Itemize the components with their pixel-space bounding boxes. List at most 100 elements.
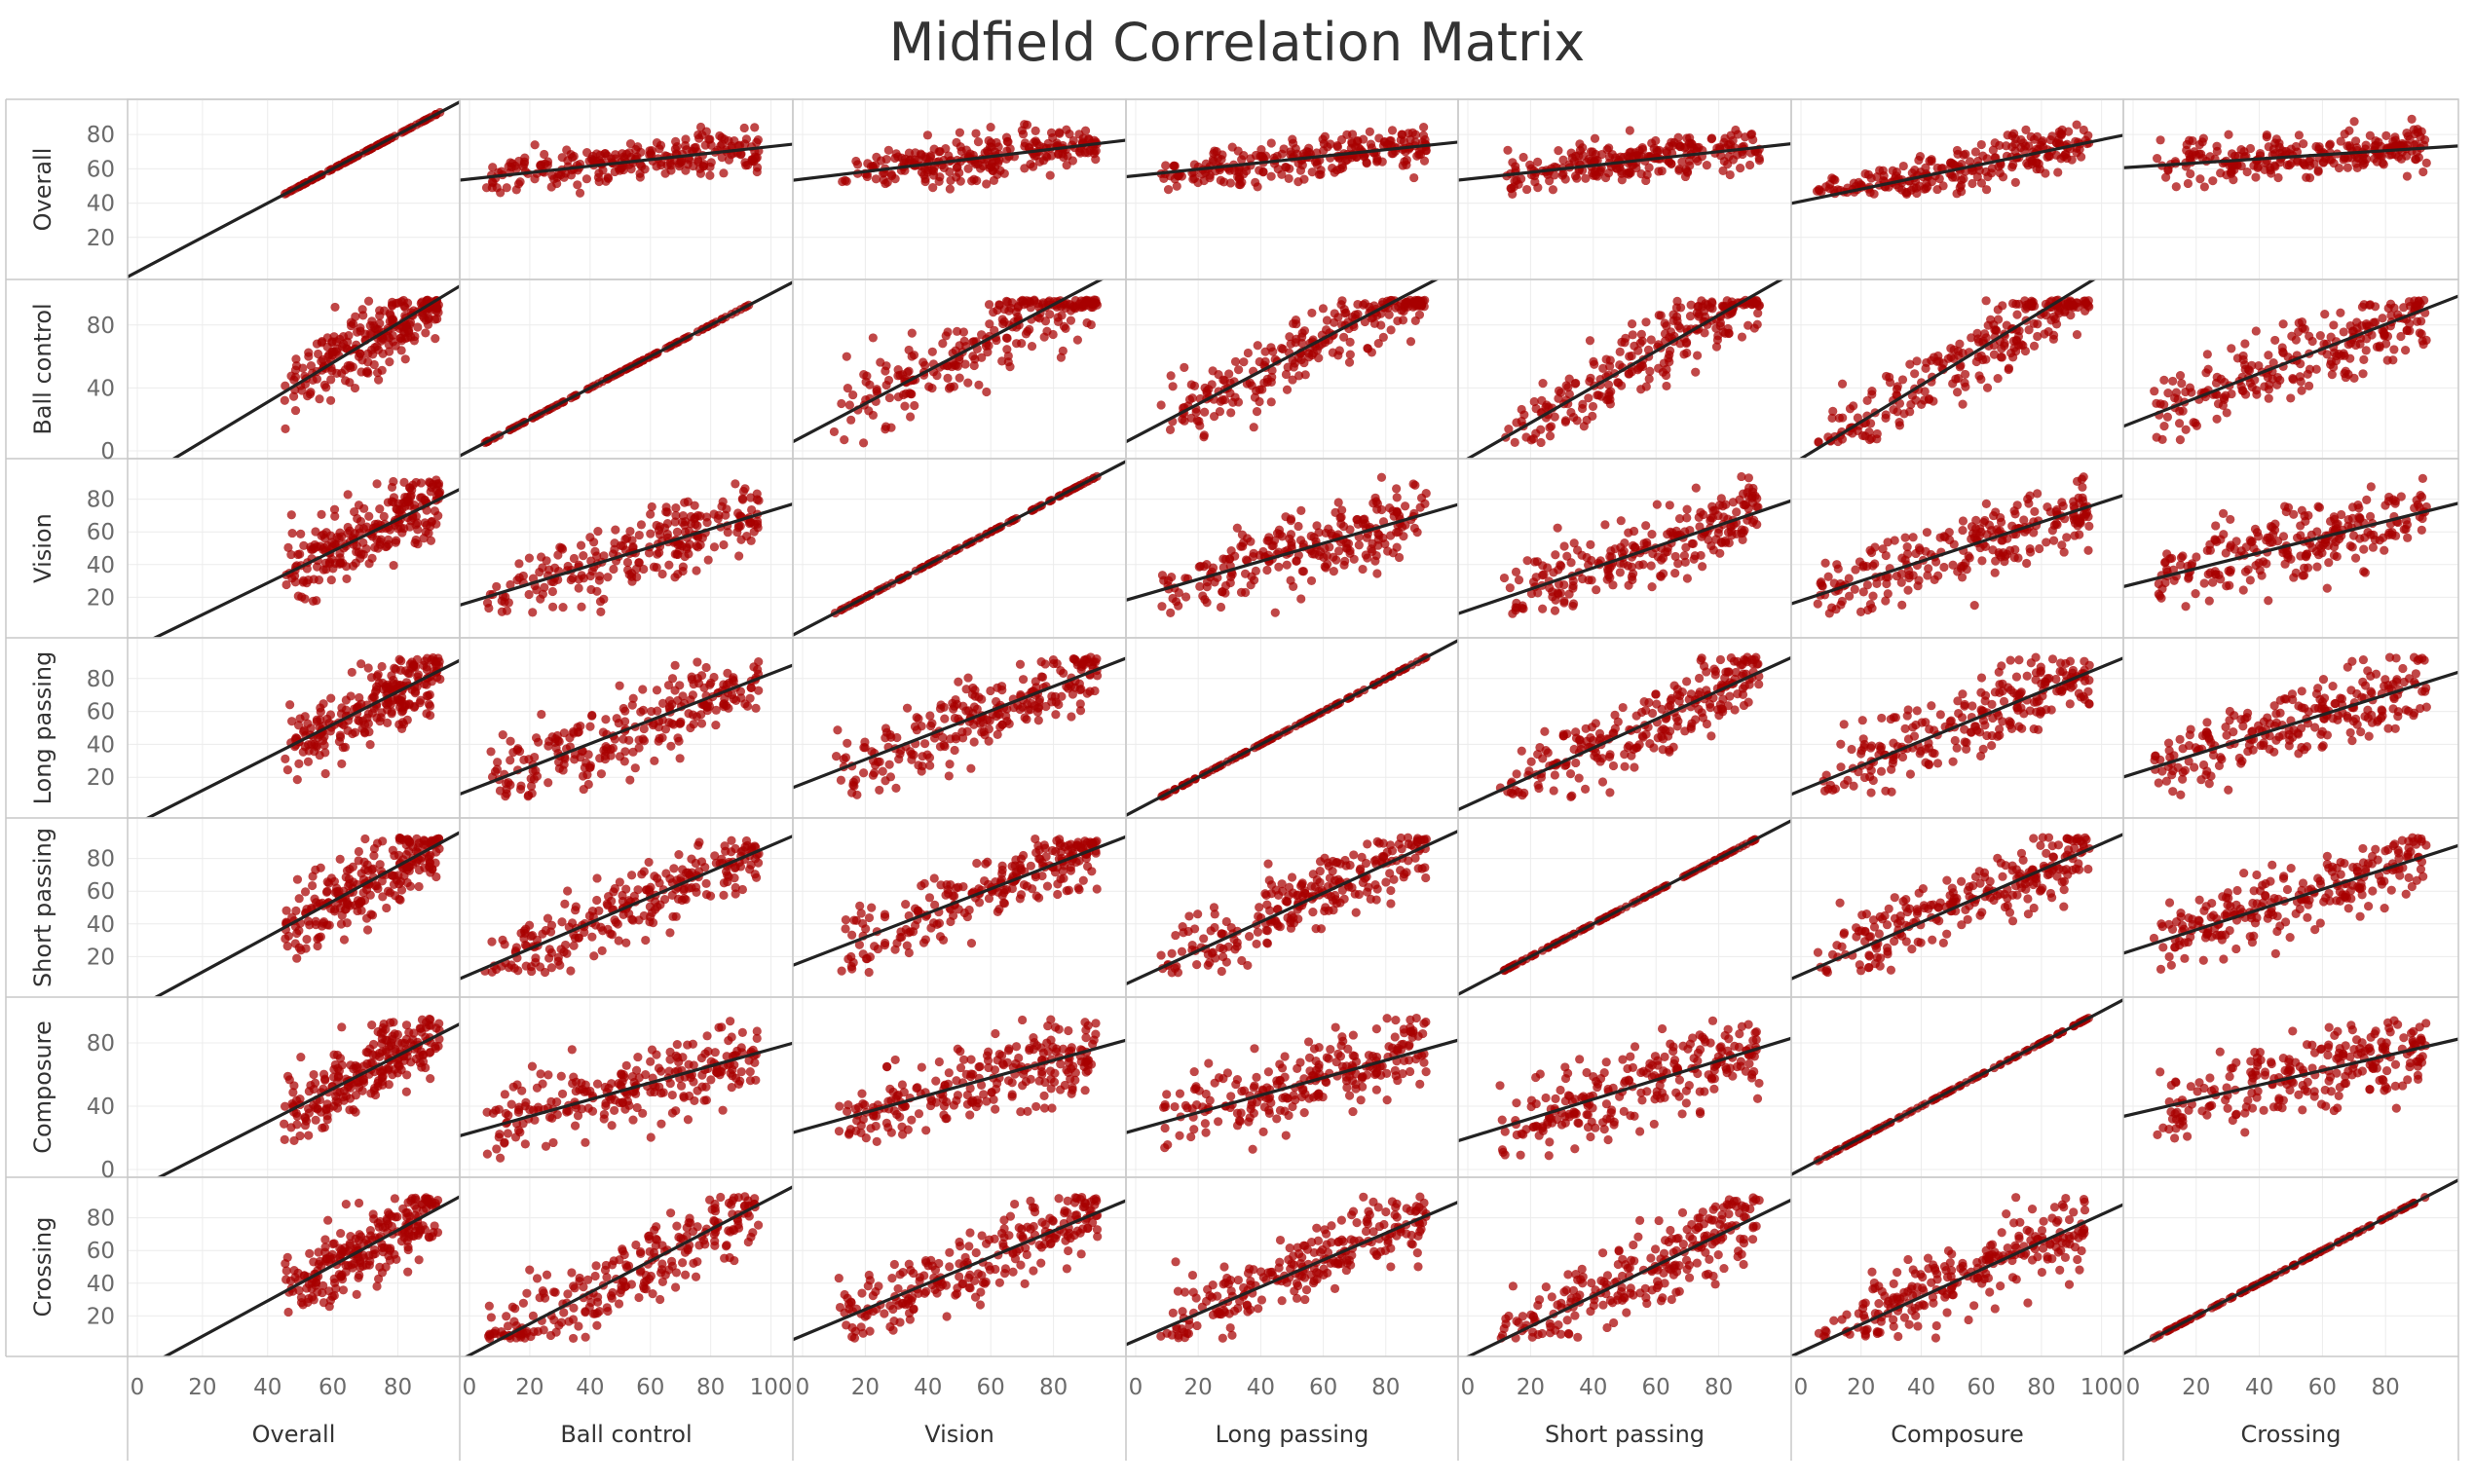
data-point [610, 167, 619, 177]
data-point [1384, 310, 1394, 319]
data-point [2187, 559, 2197, 569]
data-point [932, 371, 942, 381]
data-point [1342, 130, 1352, 139]
data-point [1181, 592, 1191, 602]
data-point [1255, 356, 1264, 367]
data-point [343, 490, 353, 500]
data-point [1296, 505, 1306, 515]
data-point [1065, 130, 1074, 139]
data-point [1169, 161, 1179, 170]
data-point [1682, 504, 1692, 514]
data-point [2211, 521, 2221, 531]
data-point [1575, 145, 1585, 156]
data-point [1702, 161, 1711, 170]
data-point [2330, 348, 2340, 357]
data-point [1299, 174, 1309, 184]
data-point [946, 382, 956, 391]
data-point [952, 326, 962, 336]
data-point [2371, 136, 2380, 146]
data-point [336, 532, 347, 541]
data-point [1682, 133, 1692, 143]
data-point [1340, 309, 1350, 318]
data-point [1361, 550, 1370, 560]
point-cloud [1501, 295, 1765, 448]
data-point [1556, 388, 1566, 397]
data-point [1976, 178, 1987, 188]
data-point [289, 375, 299, 385]
data-point [1262, 565, 1272, 575]
data-point [2353, 501, 2363, 510]
data-point [655, 530, 665, 539]
data-point [1956, 180, 1967, 190]
data-point [1287, 538, 1296, 547]
data-point [955, 373, 964, 383]
data-point [1397, 306, 1406, 315]
data-point [325, 395, 336, 405]
data-point [2181, 425, 2191, 434]
data-point [1299, 326, 1310, 336]
y-tick-label: 40 [87, 192, 115, 217]
data-point [1056, 352, 1067, 362]
data-point [625, 139, 636, 149]
data-point [1250, 392, 1260, 402]
data-point [681, 166, 691, 175]
data-point [2362, 495, 2372, 504]
data-point [1406, 134, 1415, 145]
data-point [1266, 138, 1276, 148]
data-point [1274, 525, 1285, 535]
data-point [1511, 606, 1520, 615]
data-point [1345, 548, 1355, 559]
data-point [1728, 155, 1739, 165]
data-point [2315, 331, 2325, 341]
y-tick-label: 0 [100, 439, 115, 464]
data-point [739, 123, 749, 133]
data-point [709, 509, 719, 519]
data-point [2042, 538, 2051, 547]
data-point [1689, 554, 1699, 564]
data-point [2051, 319, 2062, 329]
data-point [2192, 421, 2202, 430]
data-point [1674, 514, 1685, 524]
data-point [1971, 515, 1981, 525]
data-point [2349, 373, 2359, 383]
data-point [2226, 568, 2235, 577]
data-point [1590, 133, 1600, 143]
data-point [1995, 140, 2005, 151]
trend-line [1791, 133, 2123, 205]
data-point [646, 509, 656, 519]
data-point [2262, 132, 2271, 142]
data-point [2059, 547, 2069, 557]
data-point [1923, 571, 1932, 580]
data-point [1323, 142, 1332, 152]
data-point [927, 347, 937, 356]
data-point [2275, 375, 2285, 385]
data-point [970, 354, 980, 364]
data-point [1731, 125, 1741, 135]
data-point [1586, 373, 1595, 383]
data-point [1967, 333, 1976, 343]
data-point [1414, 310, 1425, 319]
data-point [705, 170, 715, 180]
data-point [841, 175, 850, 185]
data-point [592, 586, 602, 596]
data-point [2289, 509, 2299, 519]
data-point [1837, 434, 1848, 444]
data-point [1643, 345, 1654, 355]
data-point [2218, 508, 2229, 519]
data-point [644, 548, 655, 558]
data-point [1274, 562, 1284, 572]
data-point [977, 330, 987, 340]
data-point [2181, 602, 2191, 612]
data-point [1256, 145, 1266, 155]
data-point [750, 123, 760, 132]
data-point [1258, 167, 1268, 176]
data-point [997, 356, 1007, 366]
data-point [1392, 484, 1402, 494]
data-point [492, 581, 502, 592]
data-point [1329, 567, 1338, 576]
data-point [329, 347, 339, 356]
data-point [2002, 141, 2011, 151]
data-point [977, 352, 987, 362]
data-point [433, 478, 444, 489]
data-point [2418, 513, 2427, 524]
